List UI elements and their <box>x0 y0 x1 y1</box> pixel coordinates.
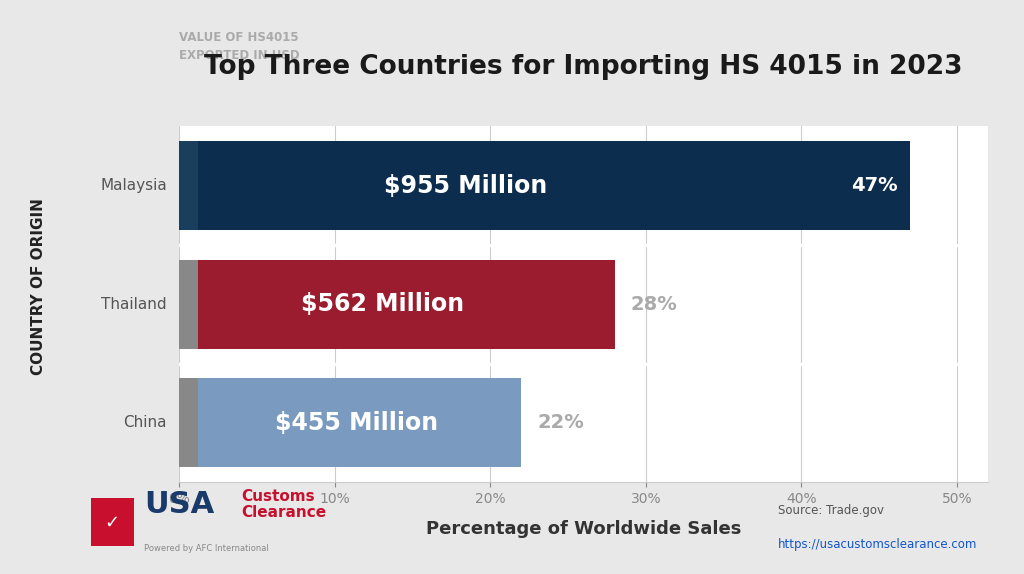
Text: Malaysia: Malaysia <box>100 178 167 193</box>
Text: USA: USA <box>144 490 215 519</box>
Text: $955 Million: $955 Million <box>384 173 547 197</box>
Text: Powered by AFC International: Powered by AFC International <box>144 544 269 553</box>
Text: Customs
Clearance: Customs Clearance <box>242 489 327 520</box>
Title: Top Three Countries for Importing HS 4015 in 2023: Top Three Countries for Importing HS 401… <box>205 53 963 80</box>
Text: ✓: ✓ <box>104 513 120 532</box>
Text: VALUE OF HS4015
EXPORTED IN USD: VALUE OF HS4015 EXPORTED IN USD <box>179 31 300 62</box>
Text: $455 Million: $455 Million <box>275 411 438 435</box>
Text: 28%: 28% <box>631 294 677 314</box>
Text: COUNTRY OF ORIGIN: COUNTRY OF ORIGIN <box>31 199 46 375</box>
Bar <box>179 259 198 348</box>
Bar <box>91 498 133 546</box>
Bar <box>179 378 521 467</box>
Text: 47%: 47% <box>851 176 898 195</box>
X-axis label: Percentage of Worldwide Sales: Percentage of Worldwide Sales <box>426 520 741 538</box>
Bar <box>179 141 910 230</box>
Bar <box>179 141 198 230</box>
Text: $562 Million: $562 Million <box>301 292 464 316</box>
Text: Source: Trade.gov: Source: Trade.gov <box>778 503 885 517</box>
Bar <box>179 259 614 348</box>
Bar <box>179 378 198 467</box>
Text: 22%: 22% <box>537 413 584 432</box>
Text: China: China <box>123 416 167 430</box>
Text: Thailand: Thailand <box>101 297 167 312</box>
Text: https://usacustomsclearance.com: https://usacustomsclearance.com <box>778 538 978 551</box>
